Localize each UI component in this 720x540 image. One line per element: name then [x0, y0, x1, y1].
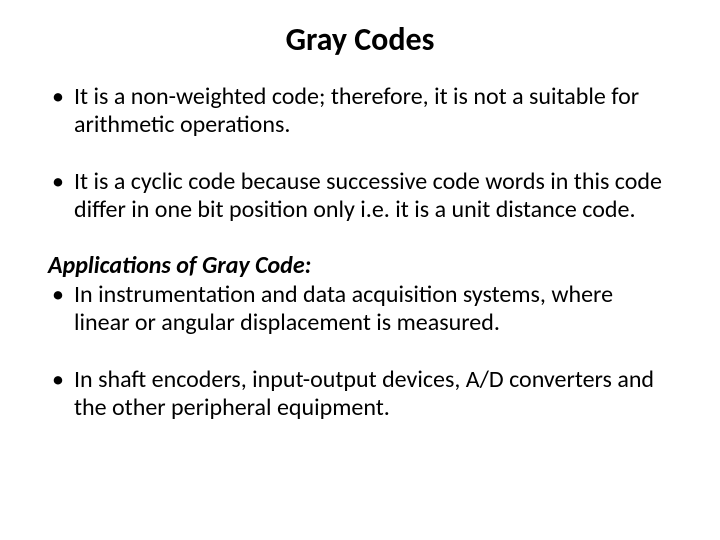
bullet-item: In shaft encoders, input-output devices,…	[48, 366, 672, 423]
main-bullets: It is a non-weighted code; therefore, it…	[48, 83, 672, 224]
section-label: Applications of Gray Code:	[48, 252, 672, 281]
applications-bullets: In instrumentation and data acquisition …	[48, 281, 672, 422]
slide-title: Gray Codes	[48, 20, 672, 59]
slide: Gray Codes It is a non-weighted code; th…	[0, 0, 720, 540]
bullet-item: It is a cyclic code because successive c…	[48, 168, 672, 225]
bullet-item: In instrumentation and data acquisition …	[48, 281, 672, 338]
bullet-item: It is a non-weighted code; therefore, it…	[48, 83, 672, 140]
